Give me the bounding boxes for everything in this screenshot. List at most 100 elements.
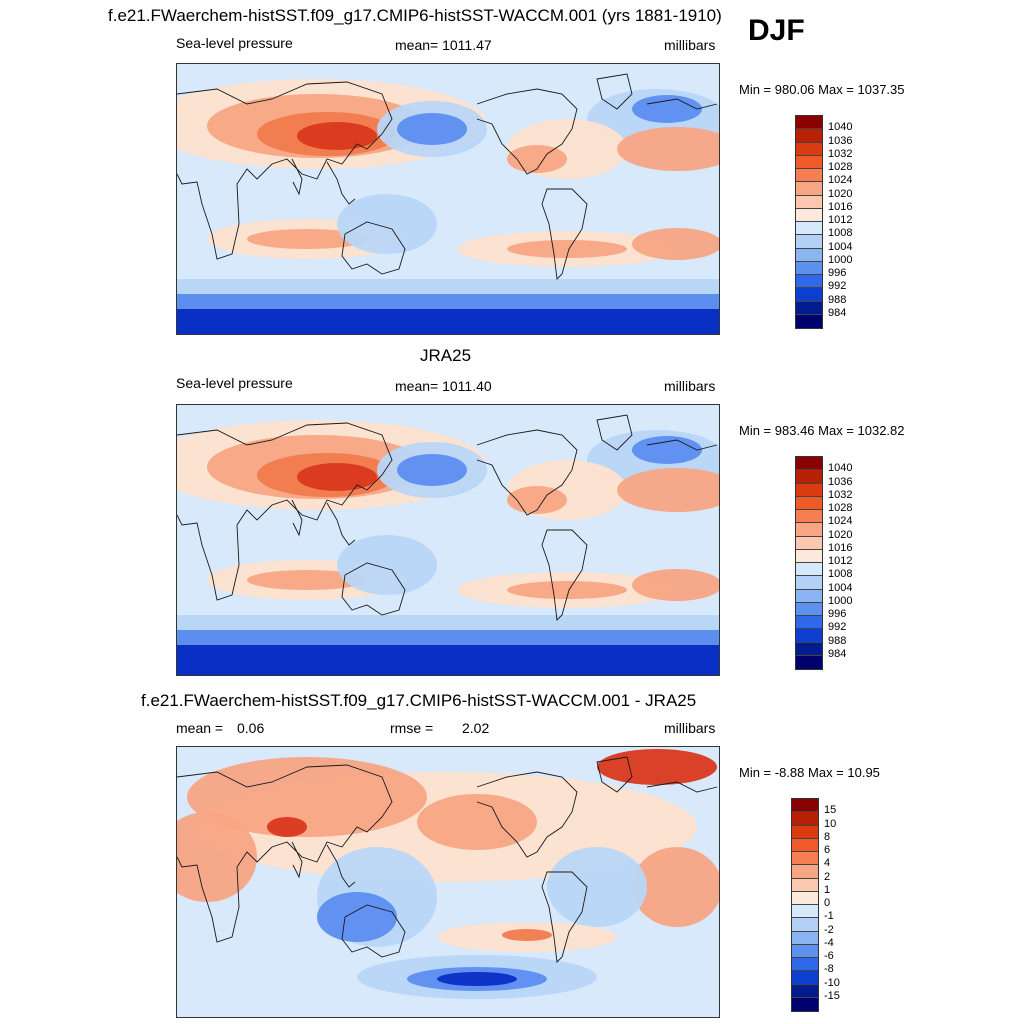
coastline — [476, 771, 578, 858]
colorbar-swatch — [796, 222, 822, 236]
colorbar-tick-label: 996 — [828, 267, 847, 279]
colorbar-tick-label: 1040 — [828, 462, 853, 475]
colorbar-swatch — [796, 248, 822, 262]
panel2-map — [176, 404, 720, 676]
colorbar-tick-label: 1020 — [828, 528, 853, 541]
colorbar-swatch — [792, 825, 818, 839]
coastline — [646, 98, 718, 110]
colorbar-swatch — [796, 629, 822, 643]
panel1-map — [176, 63, 720, 335]
panel3-colorbar — [791, 798, 819, 1012]
colorbar-tick-label: 1036 — [828, 475, 853, 488]
panel1-mean: mean= 1011.47 — [395, 37, 492, 53]
coastline — [341, 221, 406, 275]
colorbar-swatch — [796, 602, 822, 616]
colorbar-tick-label: 992 — [828, 280, 847, 293]
panel3-minmax: Min = -8.88 Max = 10.95 — [739, 765, 880, 780]
colorbar-swatch — [796, 457, 822, 471]
colorbar-swatch — [792, 984, 818, 998]
colorbar-tick-label: 996 — [828, 608, 847, 620]
panel3-rmse-value: 2.02 — [462, 720, 490, 736]
coastline — [596, 414, 633, 451]
colorbar-swatch — [792, 958, 818, 972]
colorbar-swatch — [792, 997, 818, 1011]
coastline — [646, 439, 718, 451]
colorbar-swatch — [792, 931, 818, 945]
colorbar-swatch — [796, 470, 822, 484]
coastline — [177, 81, 393, 260]
colorbar-tick-label: 992 — [828, 621, 847, 634]
colorbar-tick-label: 1012 — [828, 555, 853, 567]
colorbar-swatch — [792, 852, 818, 866]
panel3-map — [176, 746, 720, 1018]
colorbar-swatch — [792, 905, 818, 919]
colorbar-tick-label: 2 — [824, 870, 831, 883]
panel2-colorbar — [795, 456, 823, 670]
colorbar-swatch — [796, 642, 822, 656]
colorbar-tick-label: 1028 — [828, 502, 853, 514]
colorbar-swatch — [796, 314, 822, 328]
colorbar-tick-label: 1016 — [828, 541, 853, 554]
colorbar-tick-label: 1036 — [828, 134, 853, 147]
panel2-mean: mean= 1011.40 — [395, 378, 492, 394]
colorbar-tick-label: 1000 — [828, 594, 853, 607]
colorbar-swatch — [796, 616, 822, 630]
colorbar-swatch — [796, 510, 822, 524]
colorbar-swatch — [792, 865, 818, 879]
colorbar-tick-label: 0 — [824, 897, 831, 909]
colorbar-swatch — [796, 129, 822, 143]
colorbar-tick-label: 1032 — [828, 488, 853, 501]
colorbar-tick-label: 1008 — [828, 568, 853, 581]
colorbar-tick-label: 1016 — [828, 200, 853, 213]
coastline — [341, 562, 406, 616]
colorbar-swatch — [796, 655, 822, 669]
colorbar-tick-label: 984 — [828, 306, 847, 319]
colorbar-tick-label: 1012 — [828, 214, 853, 226]
panel2-units: millibars — [664, 378, 716, 394]
coastline — [326, 161, 356, 205]
colorbar-tick-label: 1028 — [828, 161, 853, 173]
colorbar-swatch — [796, 169, 822, 183]
coastline — [326, 844, 356, 888]
coastline — [646, 781, 718, 793]
coastline — [177, 422, 393, 601]
colorbar-swatch — [792, 812, 818, 826]
coastline — [341, 904, 406, 958]
coastline — [541, 529, 588, 621]
colorbar-swatch — [796, 208, 822, 222]
coastline — [291, 499, 303, 537]
panel3-mean-value: 0.06 — [237, 720, 265, 736]
coastline — [476, 429, 578, 516]
colorbar-tick-label: 1000 — [828, 253, 853, 266]
colorbar-swatch — [796, 576, 822, 590]
colorbar-tick-label: 6 — [824, 844, 831, 856]
colorbar-tick-label: 1024 — [828, 174, 853, 187]
colorbar-tick-label: 988 — [828, 293, 847, 306]
colorbar-swatch — [792, 799, 818, 813]
colorbar-tick-label: 1004 — [828, 240, 853, 253]
colorbar-swatch — [796, 275, 822, 289]
panel3-rmse-label: rmse = — [390, 720, 434, 736]
panel2-variable: Sea-level pressure — [176, 375, 293, 391]
colorbar-tick-label: 1020 — [828, 187, 853, 200]
colorbar-swatch — [796, 523, 822, 537]
main-title: f.e21.FWaerchem-histSST.f09_g17.CMIP6-hi… — [108, 6, 722, 25]
coastline — [291, 158, 303, 196]
coastline — [291, 841, 303, 879]
colorbar-swatch — [796, 496, 822, 510]
colorbar-swatch — [792, 878, 818, 892]
colorbar-tick-label: -1 — [824, 910, 834, 923]
colorbar-tick-label: -8 — [824, 963, 834, 976]
colorbar-tick-label: 1008 — [828, 227, 853, 240]
colorbar-swatch — [792, 891, 818, 905]
panel2-title: JRA25 — [420, 346, 472, 365]
colorbar-swatch — [796, 563, 822, 577]
panel3-mean-label: mean = — [176, 720, 224, 736]
colorbar-swatch — [796, 235, 822, 249]
colorbar-swatch — [796, 549, 822, 563]
colorbar-swatch — [796, 182, 822, 196]
colorbar-swatch — [796, 195, 822, 209]
colorbar-swatch — [796, 142, 822, 156]
colorbar-swatch — [796, 301, 822, 315]
colorbar-swatch — [796, 536, 822, 550]
